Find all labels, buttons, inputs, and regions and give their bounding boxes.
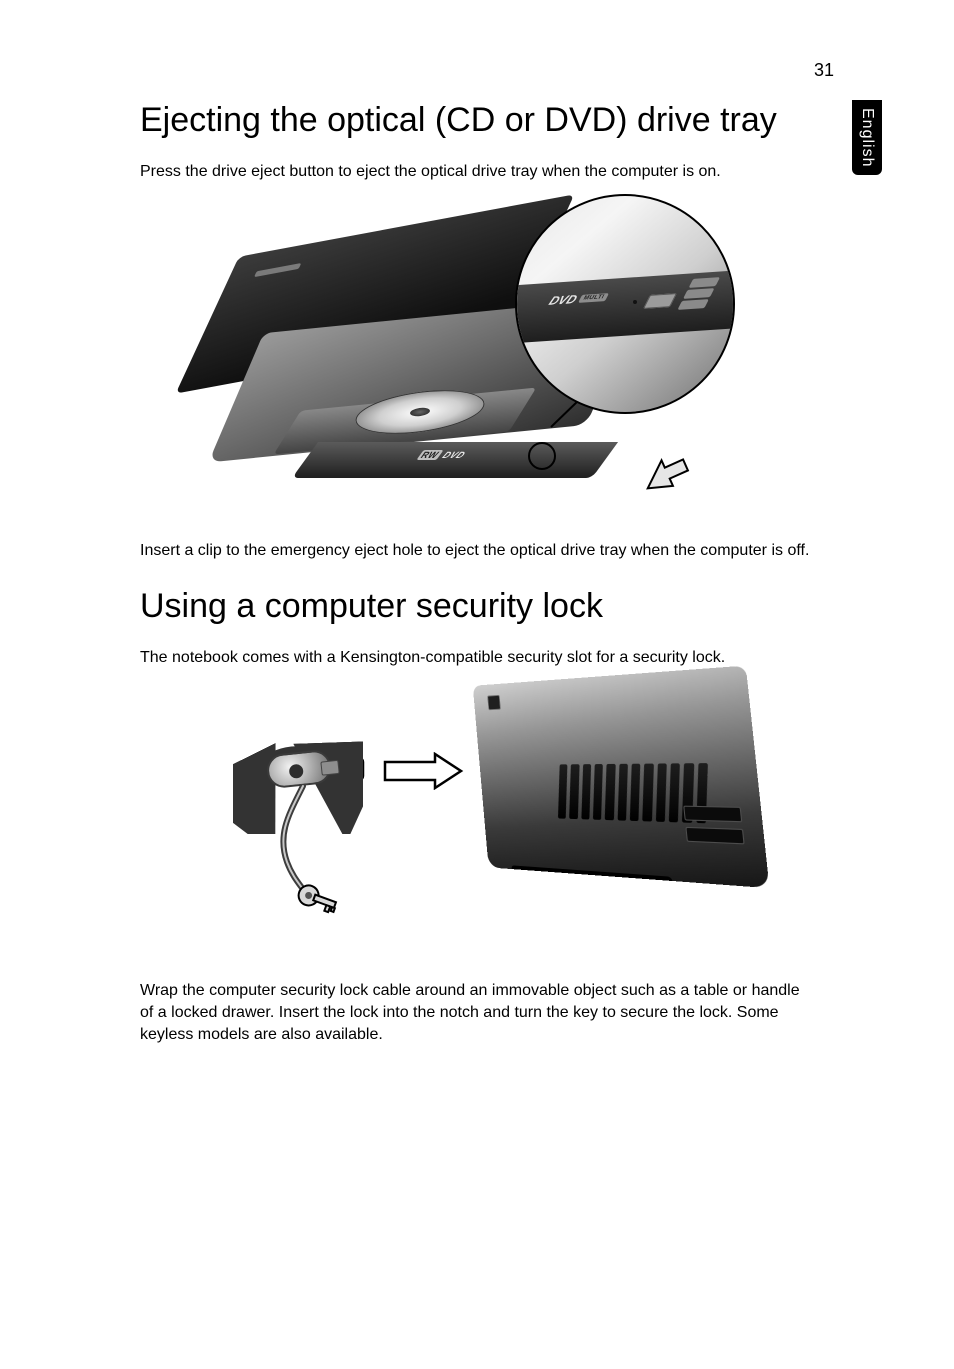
inset-zoom-circle: DVD MULTI [515, 194, 735, 414]
page-number: 31 [814, 60, 834, 81]
language-tab: English [852, 100, 882, 175]
para-eject-off: Insert a clip to the emergency eject hol… [140, 540, 810, 562]
laptop-side-view [473, 666, 770, 889]
para-eject-on: Press the drive eject button to eject th… [140, 161, 810, 183]
page-content: Ejecting the optical (CD or DVD) drive t… [140, 100, 810, 1053]
heading-eject-optical: Ejecting the optical (CD or DVD) drive t… [140, 100, 810, 141]
lock-assembly [323, 754, 375, 784]
section-security-lock: Using a computer security lock The noteb… [140, 586, 810, 1045]
para-kensington: The notebook comes with a Kensington-com… [140, 647, 810, 669]
inset-multi-text: MULTI [578, 293, 608, 303]
press-pointer-icon [633, 446, 697, 500]
tray-dvd-label: RW DVD [416, 450, 468, 460]
para-wrap-lock: Wrap the computer security lock cable ar… [140, 980, 810, 1045]
figure-optical-drive: RW DVD DVD MULTI [205, 194, 745, 524]
laptop-side-panel [292, 442, 618, 478]
bottom-edge [511, 866, 674, 888]
figure-security-lock [195, 676, 755, 956]
heading-security-lock: Using a computer security lock [140, 586, 810, 627]
insert-arrow-icon [381, 752, 465, 790]
side-ports [683, 806, 746, 860]
